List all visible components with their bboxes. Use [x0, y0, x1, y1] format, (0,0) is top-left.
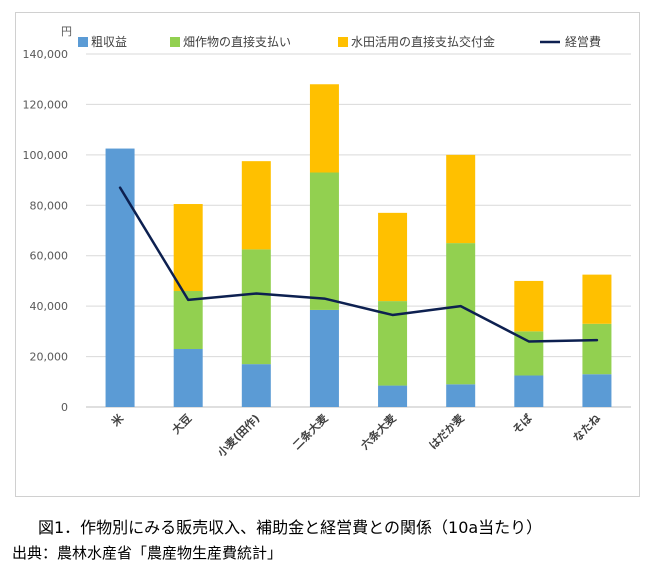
bar-segment — [514, 331, 544, 376]
bar-segment — [309, 172, 339, 310]
bar-segment — [105, 148, 135, 407]
bar-segment — [378, 212, 408, 302]
y-tick-label: 100,000 — [23, 149, 69, 162]
y-tick-label: 140,000 — [23, 48, 69, 61]
category-label: 小麦(田作) — [214, 411, 263, 460]
bar-segment — [241, 249, 271, 365]
y-tick-label: 40,000 — [30, 300, 69, 313]
bar-segment — [241, 161, 271, 250]
cost-line — [118, 186, 599, 343]
legend-label: 経営費 — [565, 34, 601, 49]
y-tick-label: 0 — [61, 401, 68, 414]
bar-segment — [446, 243, 476, 385]
chart: 0 20,000 40,000 60,000 80,000 100,000 120,000 1… — [23, 25, 631, 461]
legend-swatch — [338, 37, 348, 47]
figure-source: 出典：農林水産省「農産物生産費統計」 — [12, 544, 283, 562]
bar-segment — [173, 349, 203, 407]
bar-segment — [378, 385, 408, 407]
y-tick-label: 120,000 — [23, 98, 69, 111]
bar-segment — [514, 280, 544, 332]
y-tick-label: 60,000 — [30, 250, 69, 263]
bar-segment — [309, 309, 339, 407]
category-label: 六条大麦 — [358, 411, 400, 453]
y-tick-label: 20,000 — [30, 351, 69, 364]
category-label: はだか麦 — [426, 411, 468, 453]
category-label: 米 — [108, 411, 127, 430]
bar-segment — [446, 384, 476, 407]
chart-frame: 0 20,000 40,000 60,000 80,000 100,000 120,000 1… — [15, 12, 640, 497]
legend: 粗収益 畑作物の直接支払い 水田活用の直接支払交付金 経営費 — [78, 34, 601, 49]
y-axis-unit: 円 — [61, 25, 72, 38]
legend-swatch — [78, 37, 88, 47]
legend-swatch — [170, 37, 180, 47]
category-label: 大豆 — [169, 411, 194, 436]
bars — [105, 84, 612, 407]
category-label: 二条大麦 — [290, 411, 332, 453]
bar-segment — [309, 84, 339, 173]
bar-segment — [446, 154, 476, 244]
category-label: なたね — [571, 412, 604, 445]
x-axis-categories: 米 大豆 小麦(田作) 二条大麦 六条大麦 はだか麦 そば なたね — [108, 411, 603, 461]
series-line-cost — [118, 186, 599, 343]
bar-segment — [241, 364, 271, 407]
figure-caption: 図1．作物別にみる販売収入、補助金と経営費との関係（10a当たり） — [38, 518, 543, 537]
legend-label: 粗収益 — [91, 35, 127, 49]
bar-segment — [173, 204, 203, 292]
legend-label: 水田活用の直接支払交付金 — [351, 34, 495, 49]
bar-segment — [582, 274, 612, 324]
y-axis-ticks: 0 20,000 40,000 60,000 80,000 100,000 120,000 1… — [23, 48, 69, 414]
bar-segment — [514, 375, 544, 407]
legend-label: 畑作物の直接支払い — [183, 34, 291, 49]
bar-segment — [582, 374, 612, 407]
y-tick-label: 80,000 — [30, 199, 69, 212]
bar-segment — [582, 323, 612, 375]
category-label: そば — [509, 411, 534, 436]
gridlines — [86, 53, 631, 408]
